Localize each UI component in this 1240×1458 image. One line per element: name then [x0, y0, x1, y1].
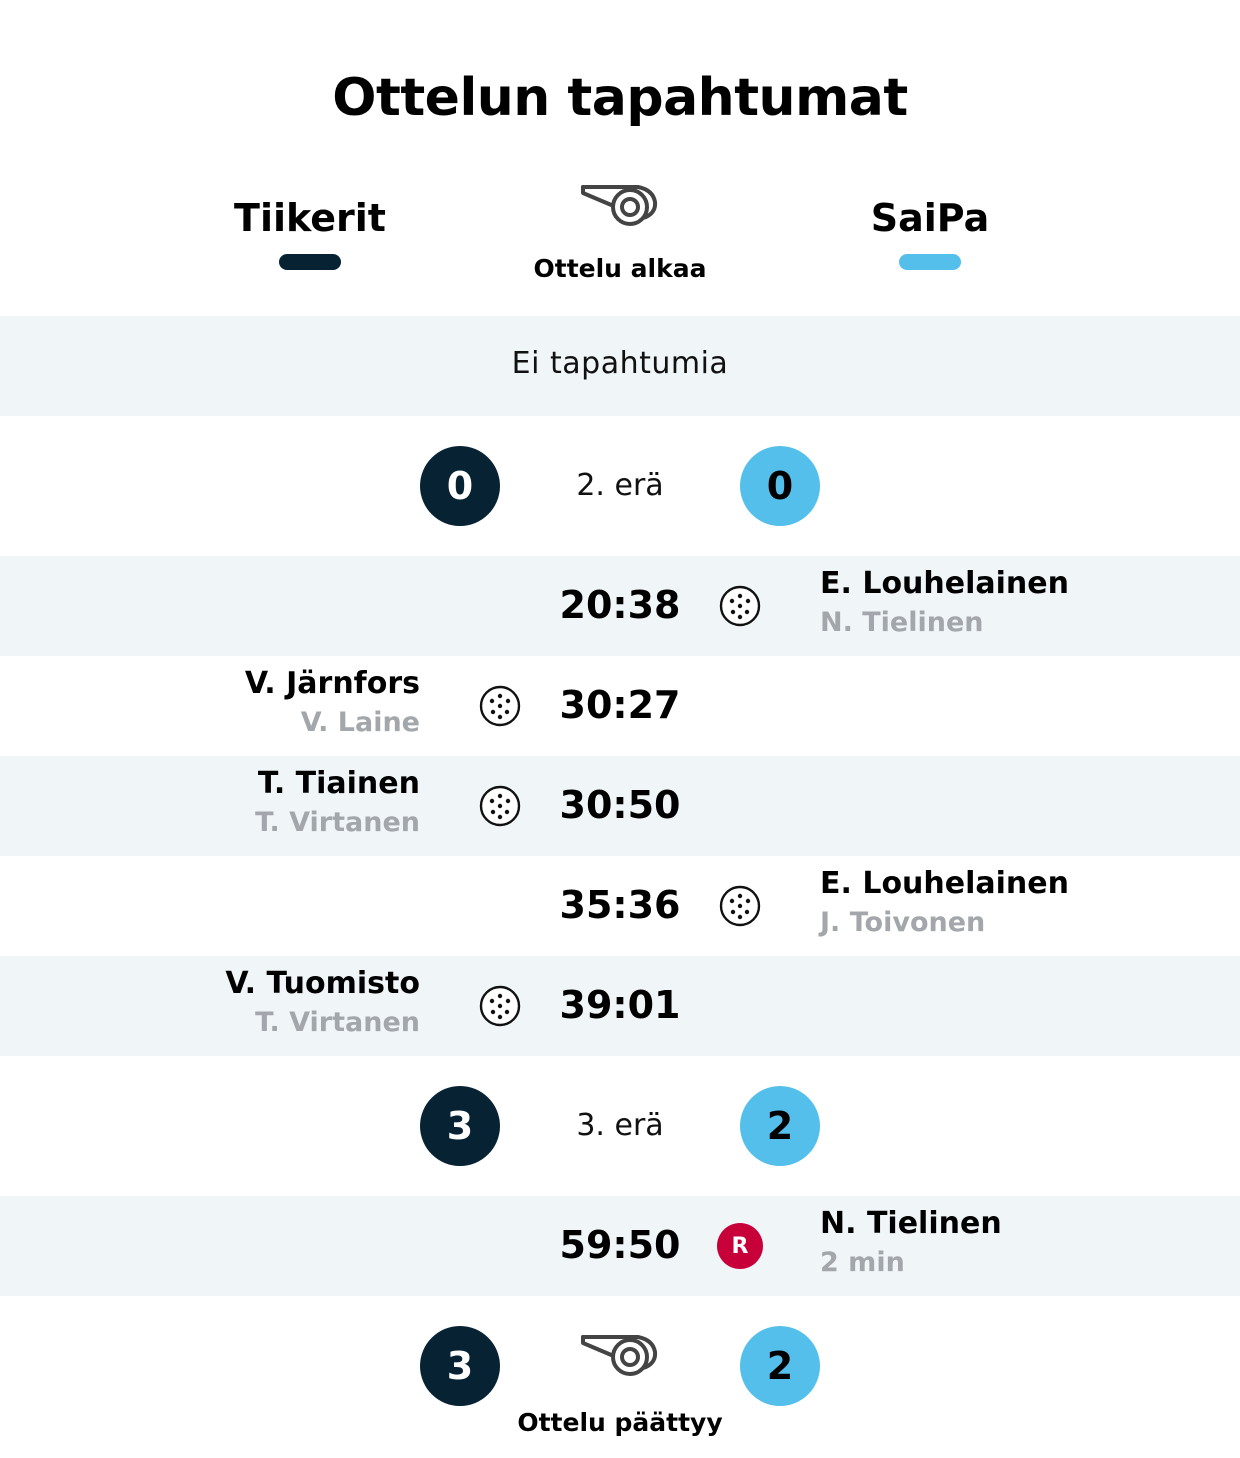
event-row — [0, 756, 1240, 856]
event-assist: J. Toivonen — [820, 907, 986, 938]
whistle-icon — [581, 1335, 658, 1376]
home-team-name: Tiikerit — [234, 196, 386, 240]
period-label: 2. erä — [576, 468, 664, 503]
whistle-icon — [581, 185, 658, 226]
event-assist: N. Tielinen — [820, 607, 984, 638]
floorball-icon — [479, 985, 521, 1027]
event-assist: V. Laine — [300, 707, 420, 738]
event-time: 59:50 — [559, 1223, 681, 1267]
away-team-name: SaiPa — [870, 196, 990, 240]
match-end-label: Ottelu päättyy — [517, 1408, 723, 1437]
event-time: 35:36 — [559, 883, 681, 927]
home-score-badge: 3 — [420, 1086, 500, 1166]
final-away-score-badge: 2 — [740, 1326, 820, 1406]
event-scorer: T. Tiainen — [257, 766, 420, 801]
event-scorer: V. Tuomisto — [225, 966, 420, 1001]
event-row — [0, 556, 1240, 656]
event-time: 20:38 — [559, 583, 681, 627]
home-team-color-bar — [279, 254, 341, 270]
event-row — [0, 956, 1240, 1056]
event-scorer: E. Louhelainen — [820, 566, 1069, 601]
floorball-icon — [719, 885, 761, 927]
away-score-badge: 0 — [740, 446, 820, 526]
event-time: 39:01 — [559, 983, 681, 1027]
penalty-badge: R — [717, 1223, 763, 1269]
event-row — [0, 1196, 1240, 1296]
event-assist: T. Virtanen — [255, 1007, 420, 1038]
page-title: Ottelun tapahtumat — [332, 68, 908, 128]
event-assist: T. Virtanen — [255, 807, 420, 838]
no-events-row — [0, 316, 1240, 416]
penalty-duration: 2 min — [820, 1247, 905, 1278]
no-events-label: Ei tapahtumia — [511, 346, 729, 381]
penalty-player: N. Tielinen — [820, 1206, 1002, 1241]
event-scorer: V. Järnfors — [244, 666, 420, 701]
event-time: 30:27 — [559, 683, 681, 727]
event-time: 30:50 — [559, 783, 681, 827]
event-scorer: E. Louhelainen — [820, 866, 1069, 901]
floorball-icon — [479, 785, 521, 827]
period-label: 3. erä — [576, 1108, 664, 1143]
away-team-color-bar — [899, 254, 961, 270]
floorball-icon — [479, 685, 521, 727]
final-home-score-badge: 3 — [420, 1326, 500, 1406]
match-start-label: Ottelu alkaa — [533, 254, 707, 283]
floorball-icon — [719, 585, 761, 627]
away-score-badge: 2 — [740, 1086, 820, 1166]
home-score-badge: 0 — [420, 446, 500, 526]
